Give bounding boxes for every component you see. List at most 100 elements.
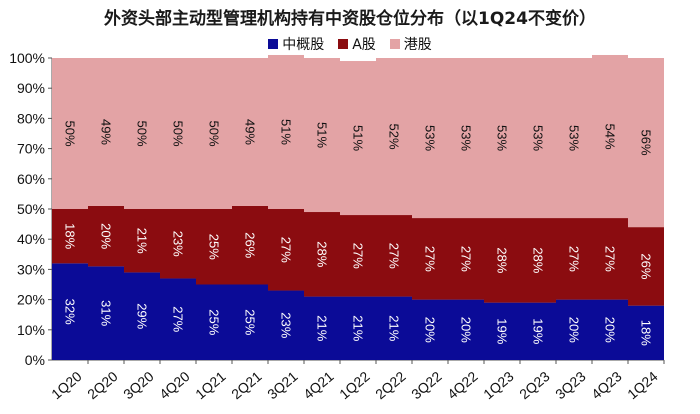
legend-item-a-share: A股 <box>338 34 376 54</box>
data-label: 27% <box>423 246 438 272</box>
bar-segment <box>232 284 268 360</box>
y-tick-label: 80% <box>17 110 45 126</box>
legend-item-hk-share: 港股 <box>389 34 432 54</box>
bar-segment <box>196 58 232 209</box>
bar-segment <box>412 58 448 219</box>
y-tick-label: 60% <box>17 171 45 187</box>
bar-segment <box>88 266 124 360</box>
data-label: 27% <box>567 246 582 272</box>
bar-segment <box>628 58 664 228</box>
data-label: 54% <box>603 124 618 150</box>
x-tick-label: 2Q20 <box>84 368 121 402</box>
bar-segment <box>160 209 196 279</box>
data-label: 31% <box>99 300 114 326</box>
data-label: 27% <box>459 246 474 272</box>
data-label: 21% <box>135 228 150 254</box>
data-label: 50% <box>135 120 150 146</box>
x-tick-label: 1Q22 <box>336 368 373 402</box>
data-label: 53% <box>567 125 582 151</box>
legend-label-china-concept: 中概股 <box>282 37 325 53</box>
bar-segment <box>304 296 340 360</box>
bar-segment <box>124 209 160 273</box>
x-tick-label: 3Q23 <box>552 368 589 402</box>
data-label: 23% <box>279 312 294 338</box>
bar-segment <box>88 58 124 206</box>
legend-label-hk-share: 港股 <box>403 37 432 53</box>
data-label: 26% <box>639 253 654 279</box>
bar-segment <box>160 278 196 360</box>
bar-segment <box>556 218 592 300</box>
data-label: 56% <box>639 130 654 156</box>
bar-segment <box>520 302 556 360</box>
x-tick-label: 1Q21 <box>192 368 229 402</box>
data-label: 27% <box>603 246 618 272</box>
x-tick-label: 2Q23 <box>516 368 553 402</box>
bar-segment <box>124 58 160 209</box>
bar-segment <box>592 299 628 360</box>
data-label: 27% <box>387 243 402 269</box>
bar-segment <box>376 58 412 216</box>
data-label: 19% <box>531 318 546 344</box>
x-tick-label: 3Q21 <box>264 368 301 402</box>
data-label: 52% <box>387 124 402 150</box>
data-label: 53% <box>531 125 546 151</box>
data-label: 25% <box>207 234 222 260</box>
data-label: 18% <box>639 320 654 346</box>
data-label: 28% <box>531 247 546 273</box>
data-label: 19% <box>495 318 510 344</box>
x-tick-label: 2Q21 <box>228 368 265 402</box>
x-tick-label: 1Q20 <box>48 368 85 402</box>
bar-segment <box>448 299 484 360</box>
data-label: 27% <box>171 306 186 332</box>
y-tick-label: 90% <box>17 80 45 96</box>
data-label: 25% <box>243 309 258 335</box>
data-label: 27% <box>279 237 294 263</box>
bar-segment <box>484 58 520 219</box>
y-tick-label: 100% <box>9 50 45 66</box>
data-label: 20% <box>423 317 438 343</box>
legend-swatch-china-concept <box>268 39 279 49</box>
bar-segment <box>340 215 376 297</box>
data-label: 50% <box>207 120 222 146</box>
bar-segment <box>448 218 484 300</box>
data-label: 29% <box>135 303 150 329</box>
data-label: 20% <box>99 223 114 249</box>
bar-segment <box>232 58 268 206</box>
data-label: 49% <box>243 119 258 145</box>
data-label: 28% <box>315 241 330 267</box>
bar-segment <box>52 58 88 209</box>
x-tick-label: 1Q24 <box>624 368 661 402</box>
y-tick-label: 40% <box>17 231 45 247</box>
data-label: 18% <box>63 223 78 249</box>
bar-segment <box>268 209 304 291</box>
bar-segment <box>268 290 304 360</box>
bar-segment <box>196 284 232 360</box>
bar-segment <box>52 263 88 360</box>
y-tick-label: 30% <box>17 261 45 277</box>
y-tick-label: 50% <box>17 201 45 217</box>
bar-segment <box>304 212 340 297</box>
bar-segment <box>304 58 340 213</box>
data-label: 26% <box>243 232 258 258</box>
bar-segment <box>412 218 448 300</box>
data-label: 20% <box>459 317 474 343</box>
bar-segment <box>628 305 664 360</box>
legend-swatch-hk-share <box>389 39 400 49</box>
legend-label-a-share: A股 <box>352 37 376 53</box>
bar-segment <box>484 218 520 303</box>
bar-segment <box>52 209 88 264</box>
bar-segment <box>448 58 484 219</box>
legend-swatch-a-share <box>338 39 349 49</box>
bar-segment <box>592 54 628 219</box>
bar-segment <box>196 209 232 285</box>
data-label: 27% <box>351 243 366 269</box>
bar-segment <box>268 54 304 210</box>
data-label: 49% <box>99 119 114 145</box>
bar-segment <box>556 58 592 219</box>
bar-segment <box>520 218 556 303</box>
x-tick-label: 4Q21 <box>300 368 337 402</box>
x-tick-label: 4Q23 <box>588 368 625 402</box>
legend-item-china-concept: 中概股 <box>268 34 324 54</box>
bar-segment <box>484 302 520 360</box>
